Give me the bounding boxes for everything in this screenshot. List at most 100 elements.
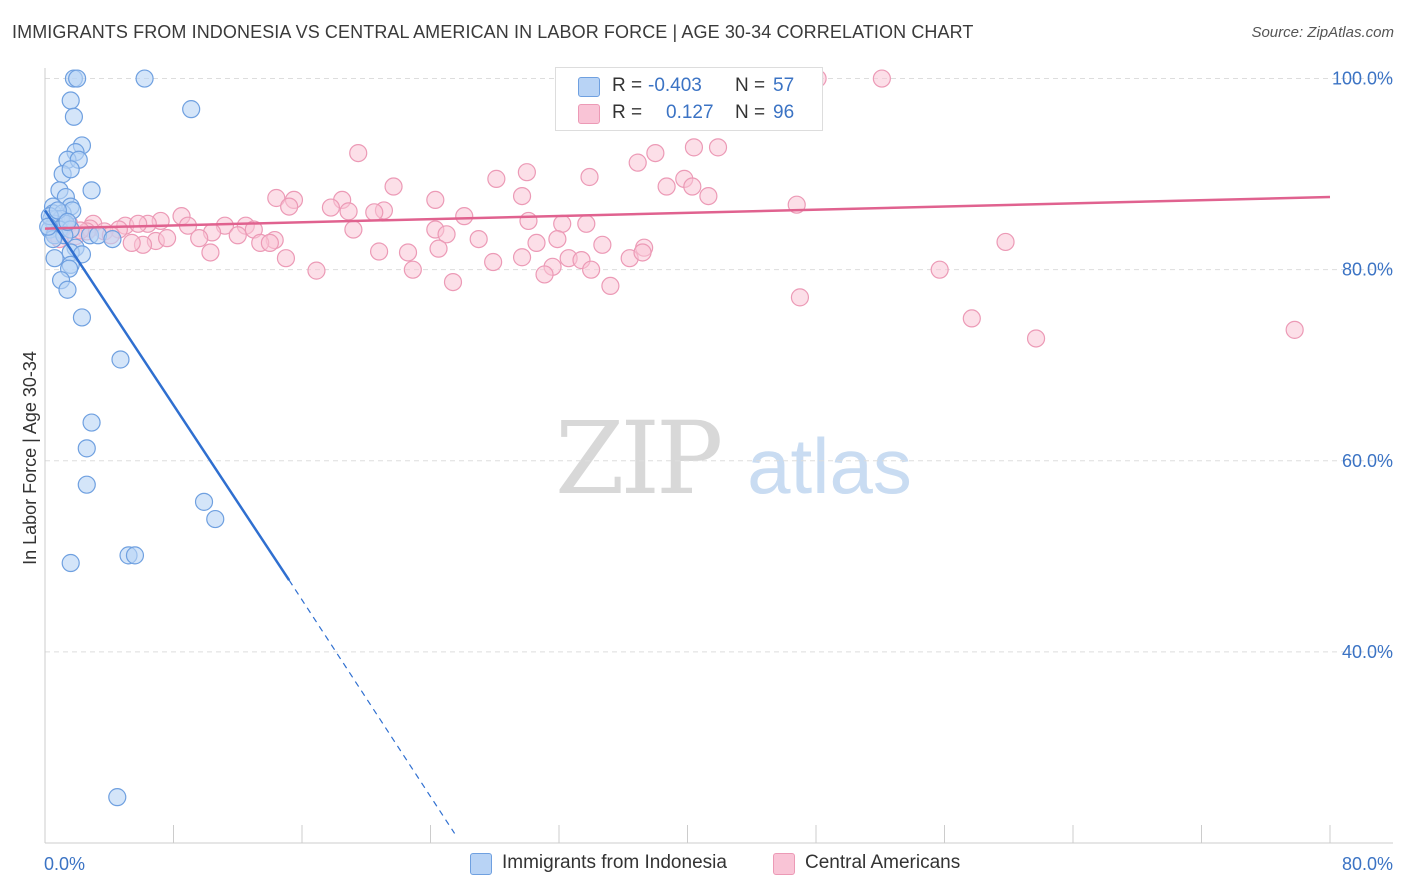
central-point xyxy=(527,233,546,253)
y-tick-label: 60.0% xyxy=(1342,451,1393,471)
central-point xyxy=(633,243,652,262)
central-point xyxy=(487,169,506,188)
watermark: ZIP atlas xyxy=(555,400,912,517)
central-point xyxy=(398,243,418,262)
central-point xyxy=(443,272,463,292)
central-point xyxy=(370,242,389,261)
legend-r-value: 0.127 xyxy=(666,102,714,123)
central-point xyxy=(628,153,647,172)
legend-n-value: 96 xyxy=(773,102,795,123)
central-point xyxy=(517,163,536,182)
central-point xyxy=(996,232,1015,252)
central-point xyxy=(582,260,601,279)
indonesia-point xyxy=(108,788,127,807)
indonesia-trend-line xyxy=(43,209,291,581)
central-point xyxy=(872,69,891,88)
central-point xyxy=(790,288,810,307)
y-tick-label: 80.0% xyxy=(1342,260,1393,280)
indonesia-point xyxy=(58,212,77,231)
central-point xyxy=(339,202,358,221)
central-point xyxy=(580,167,599,187)
central-point xyxy=(349,143,368,163)
central-point xyxy=(307,261,326,280)
watermark-atlas: atlas xyxy=(747,422,912,510)
y-tick-label: 100.0% xyxy=(1332,69,1393,89)
central-point xyxy=(577,214,596,233)
central-point xyxy=(201,243,220,262)
legend-n-label: N = xyxy=(735,102,766,123)
y-tick-label: 40.0% xyxy=(1342,642,1393,662)
grid xyxy=(45,78,1393,653)
indonesia-point xyxy=(82,413,101,432)
indonesia-point xyxy=(61,91,80,110)
indonesia-point xyxy=(182,100,201,119)
indonesia-point xyxy=(72,308,92,327)
indonesia-point xyxy=(61,553,80,573)
central-legend-icon xyxy=(773,853,795,875)
legend-r-label: R = xyxy=(612,102,643,123)
central-point xyxy=(1026,329,1046,348)
central-trend-line xyxy=(44,195,1331,230)
legend-n-label: N = xyxy=(735,75,766,96)
central-point xyxy=(228,226,247,245)
x-tick-label: 80.0% xyxy=(1342,854,1393,874)
indonesia-point xyxy=(82,181,101,200)
central-point xyxy=(484,252,503,272)
central-point xyxy=(684,138,704,157)
central-point xyxy=(426,190,445,210)
indonesia-point xyxy=(68,69,87,88)
central-point xyxy=(535,265,554,284)
central-point xyxy=(455,207,474,226)
central-point xyxy=(276,249,296,268)
central-point xyxy=(519,211,538,231)
indonesia-point xyxy=(45,249,64,268)
central-point xyxy=(699,186,718,206)
central-point xyxy=(646,143,665,163)
central-swatch-icon xyxy=(578,104,600,124)
legend-r-label: R = xyxy=(612,75,643,96)
indonesia-point xyxy=(135,69,154,88)
central-point xyxy=(267,188,286,208)
tick-labels: 40.0% 60.0% 80.0% 100.0% 0.0% 80.0% xyxy=(44,69,1393,874)
central-point xyxy=(601,276,620,296)
legend-r-value: -0.403 xyxy=(648,75,702,96)
indonesia-point xyxy=(103,229,122,249)
central-point xyxy=(129,214,148,233)
central-point xyxy=(657,177,676,196)
central-point xyxy=(260,233,279,253)
central-point xyxy=(548,229,567,249)
central-point xyxy=(365,203,384,222)
central-point xyxy=(344,220,363,239)
trend-lines xyxy=(43,195,1331,834)
correlation-legend: R = -0.403 N = 57 R = 0.127 N = 96 xyxy=(555,67,823,131)
x-tick-label: 0.0% xyxy=(44,854,85,874)
indonesia-point xyxy=(125,546,145,565)
watermark-zip: ZIP xyxy=(555,400,723,517)
central-point xyxy=(683,177,702,196)
central-point xyxy=(593,235,612,254)
indonesia-point xyxy=(111,350,130,369)
central-point xyxy=(469,229,488,249)
central-point xyxy=(403,260,422,279)
central-point xyxy=(280,197,299,216)
central-point xyxy=(437,225,456,244)
legend-label-indonesia: Immigrants from Indonesia xyxy=(502,852,727,873)
indonesia-point xyxy=(77,439,96,458)
central-point xyxy=(930,260,949,279)
central-point xyxy=(157,229,177,248)
legend-n-value: 57 xyxy=(773,75,795,96)
central-point xyxy=(1285,320,1304,339)
indonesia-point xyxy=(206,509,225,529)
central-point xyxy=(512,248,532,267)
chart-title: IMMIGRANTS FROM INDONESIA VS CENTRAL AME… xyxy=(12,22,974,42)
legend-label-central: Central Americans xyxy=(805,852,961,873)
central-point xyxy=(321,198,341,217)
indonesia-point xyxy=(58,280,77,299)
indonesia-point xyxy=(194,492,214,511)
indonesia-swatch-icon xyxy=(578,77,600,97)
indonesia-trend-extension xyxy=(288,579,456,834)
source-label: Source: ZipAtlas.com xyxy=(1251,24,1394,41)
indonesia-point xyxy=(61,160,80,179)
indonesia-legend-icon xyxy=(470,853,492,875)
